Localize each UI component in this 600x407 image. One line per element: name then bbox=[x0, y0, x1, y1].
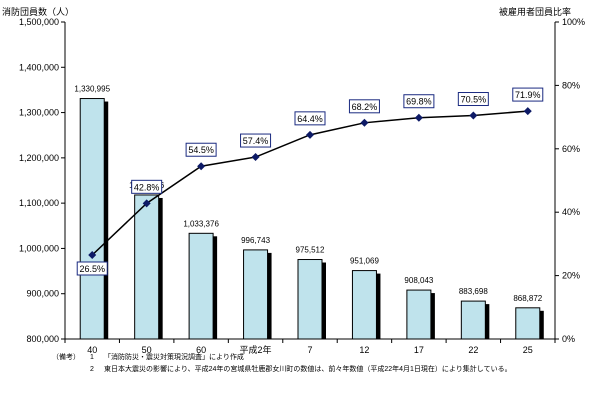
left-axis-title: 消防団員数（人） bbox=[2, 6, 74, 17]
bar-value-label: 883,698 bbox=[459, 287, 488, 296]
line-marker bbox=[306, 130, 314, 139]
ratio-label-box bbox=[457, 92, 489, 107]
ratio-value-label: 68.2% bbox=[352, 102, 378, 112]
right-tick-label: 0% bbox=[562, 334, 575, 344]
bar bbox=[243, 249, 269, 340]
x-tick-label: 50 bbox=[142, 345, 152, 355]
ratio-value-label: 64.4% bbox=[297, 114, 323, 124]
x-tick-label: 40 bbox=[87, 345, 97, 355]
x-tick-label: 平成2年 bbox=[240, 344, 272, 355]
bar-value-label: 1,330,995 bbox=[74, 85, 110, 94]
line-marker bbox=[142, 199, 151, 208]
bar bbox=[188, 232, 214, 340]
x-tick-label: 22 bbox=[468, 345, 478, 355]
bar bbox=[297, 259, 323, 340]
ratio-label-box bbox=[185, 142, 217, 157]
bar-value-label: 1,033,376 bbox=[183, 219, 219, 228]
ratio-label-box bbox=[403, 94, 435, 109]
ratio-value-label: 42.8% bbox=[134, 182, 160, 192]
bar-value-label: 951,069 bbox=[350, 257, 379, 266]
note-number: 1 bbox=[90, 354, 94, 361]
ratio-value-label: 26.5% bbox=[79, 264, 105, 274]
note-number: 2 bbox=[90, 366, 94, 373]
ratio-label-box bbox=[512, 87, 544, 102]
left-tick-label: 900,000 bbox=[26, 289, 59, 299]
left-tick-label: 1,400,000 bbox=[19, 62, 59, 72]
x-tick-label: 12 bbox=[359, 345, 369, 355]
line-marker bbox=[197, 162, 206, 171]
line-marker bbox=[523, 107, 532, 116]
bar-value-label: 996,743 bbox=[241, 236, 270, 245]
ratio-label-box bbox=[131, 179, 163, 194]
note-text: 東日本大震災の影響により、平成24年の宮城県牡鹿郡女川町の数値は、前々年数値（平… bbox=[104, 366, 512, 373]
right-axis-title: 被雇用者団員比率 bbox=[499, 6, 571, 17]
x-tick-label: 17 bbox=[414, 345, 424, 355]
right-tick-label: 60% bbox=[562, 144, 580, 154]
left-tick-label: 1,200,000 bbox=[19, 153, 59, 163]
line-marker bbox=[251, 153, 260, 162]
ratio-value-label: 70.5% bbox=[461, 95, 487, 105]
bar-series bbox=[79, 98, 544, 340]
bar-value-label: 975,512 bbox=[296, 246, 325, 255]
line-marker bbox=[88, 250, 97, 259]
x-axis: 40 50 60 平成2年 7 12 17 22 25 bbox=[64, 338, 556, 355]
left-tick-label: 1,500,000 bbox=[19, 17, 59, 27]
right-tick-label: 100% bbox=[562, 17, 585, 27]
note-text: 「消防防災・震災対策現況調査」により作成 bbox=[104, 354, 244, 361]
ratio-value-label: 71.9% bbox=[515, 90, 541, 100]
ratio-line-series: 26.5% 42.8% 54.5% 57.4% 64.4% 68.2% 69.8% 70.5%… bbox=[76, 87, 544, 276]
bar-value-label: 908,043 bbox=[404, 276, 433, 285]
bar bbox=[406, 289, 432, 340]
ratio-label-box bbox=[348, 99, 380, 114]
x-tick-label: 60 bbox=[196, 345, 206, 355]
note-row-2: 2 東日本大震災の影響により、平成24年の宮城県牡鹿郡女川町の数値は、前々年数値（… bbox=[52, 364, 512, 376]
x-tick-label: 25 bbox=[523, 345, 533, 355]
notes-heading: （備考） bbox=[52, 354, 80, 361]
bar-value-label: 868,872 bbox=[513, 294, 542, 303]
x-tick-label: 7 bbox=[307, 345, 312, 355]
bar bbox=[460, 300, 486, 340]
left-tick-label: 800,000 bbox=[26, 334, 59, 344]
left-tick-label: 1,000,000 bbox=[19, 243, 59, 253]
right-tick-label: 80% bbox=[562, 80, 580, 90]
bar bbox=[351, 270, 377, 340]
bar bbox=[79, 98, 105, 340]
notes: （備考） 1 「消防防災・震災対策現況調査」により作成 2 東日本大震災の影響により、… bbox=[52, 352, 512, 376]
line-marker bbox=[360, 118, 369, 127]
line-marker bbox=[414, 113, 423, 122]
ratio-label-box bbox=[240, 133, 272, 148]
left-tick-label: 1,300,000 bbox=[19, 108, 59, 118]
right-tick-label: 20% bbox=[562, 271, 580, 281]
ratio-value-label: 57.4% bbox=[243, 136, 269, 146]
line-marker bbox=[469, 111, 478, 120]
ratio-value-label: 54.5% bbox=[188, 145, 214, 155]
bar bbox=[134, 194, 160, 340]
ratio-label-box bbox=[76, 261, 108, 276]
right-axis: 0% 20% 40% 60% 80% 100% bbox=[554, 17, 585, 344]
left-tick-label: 1,100,000 bbox=[19, 198, 59, 208]
ratio-value-label: 69.8% bbox=[406, 97, 432, 107]
left-axis: 800,000 900,000 1,000,000 1,100,000 1,200,00… bbox=[19, 17, 66, 344]
right-tick-label: 40% bbox=[562, 207, 580, 217]
ratio-label-box bbox=[294, 111, 326, 126]
bar bbox=[515, 307, 541, 340]
note-row-1: （備考） 1 「消防防災・震災対策現況調査」により作成 bbox=[52, 352, 512, 364]
